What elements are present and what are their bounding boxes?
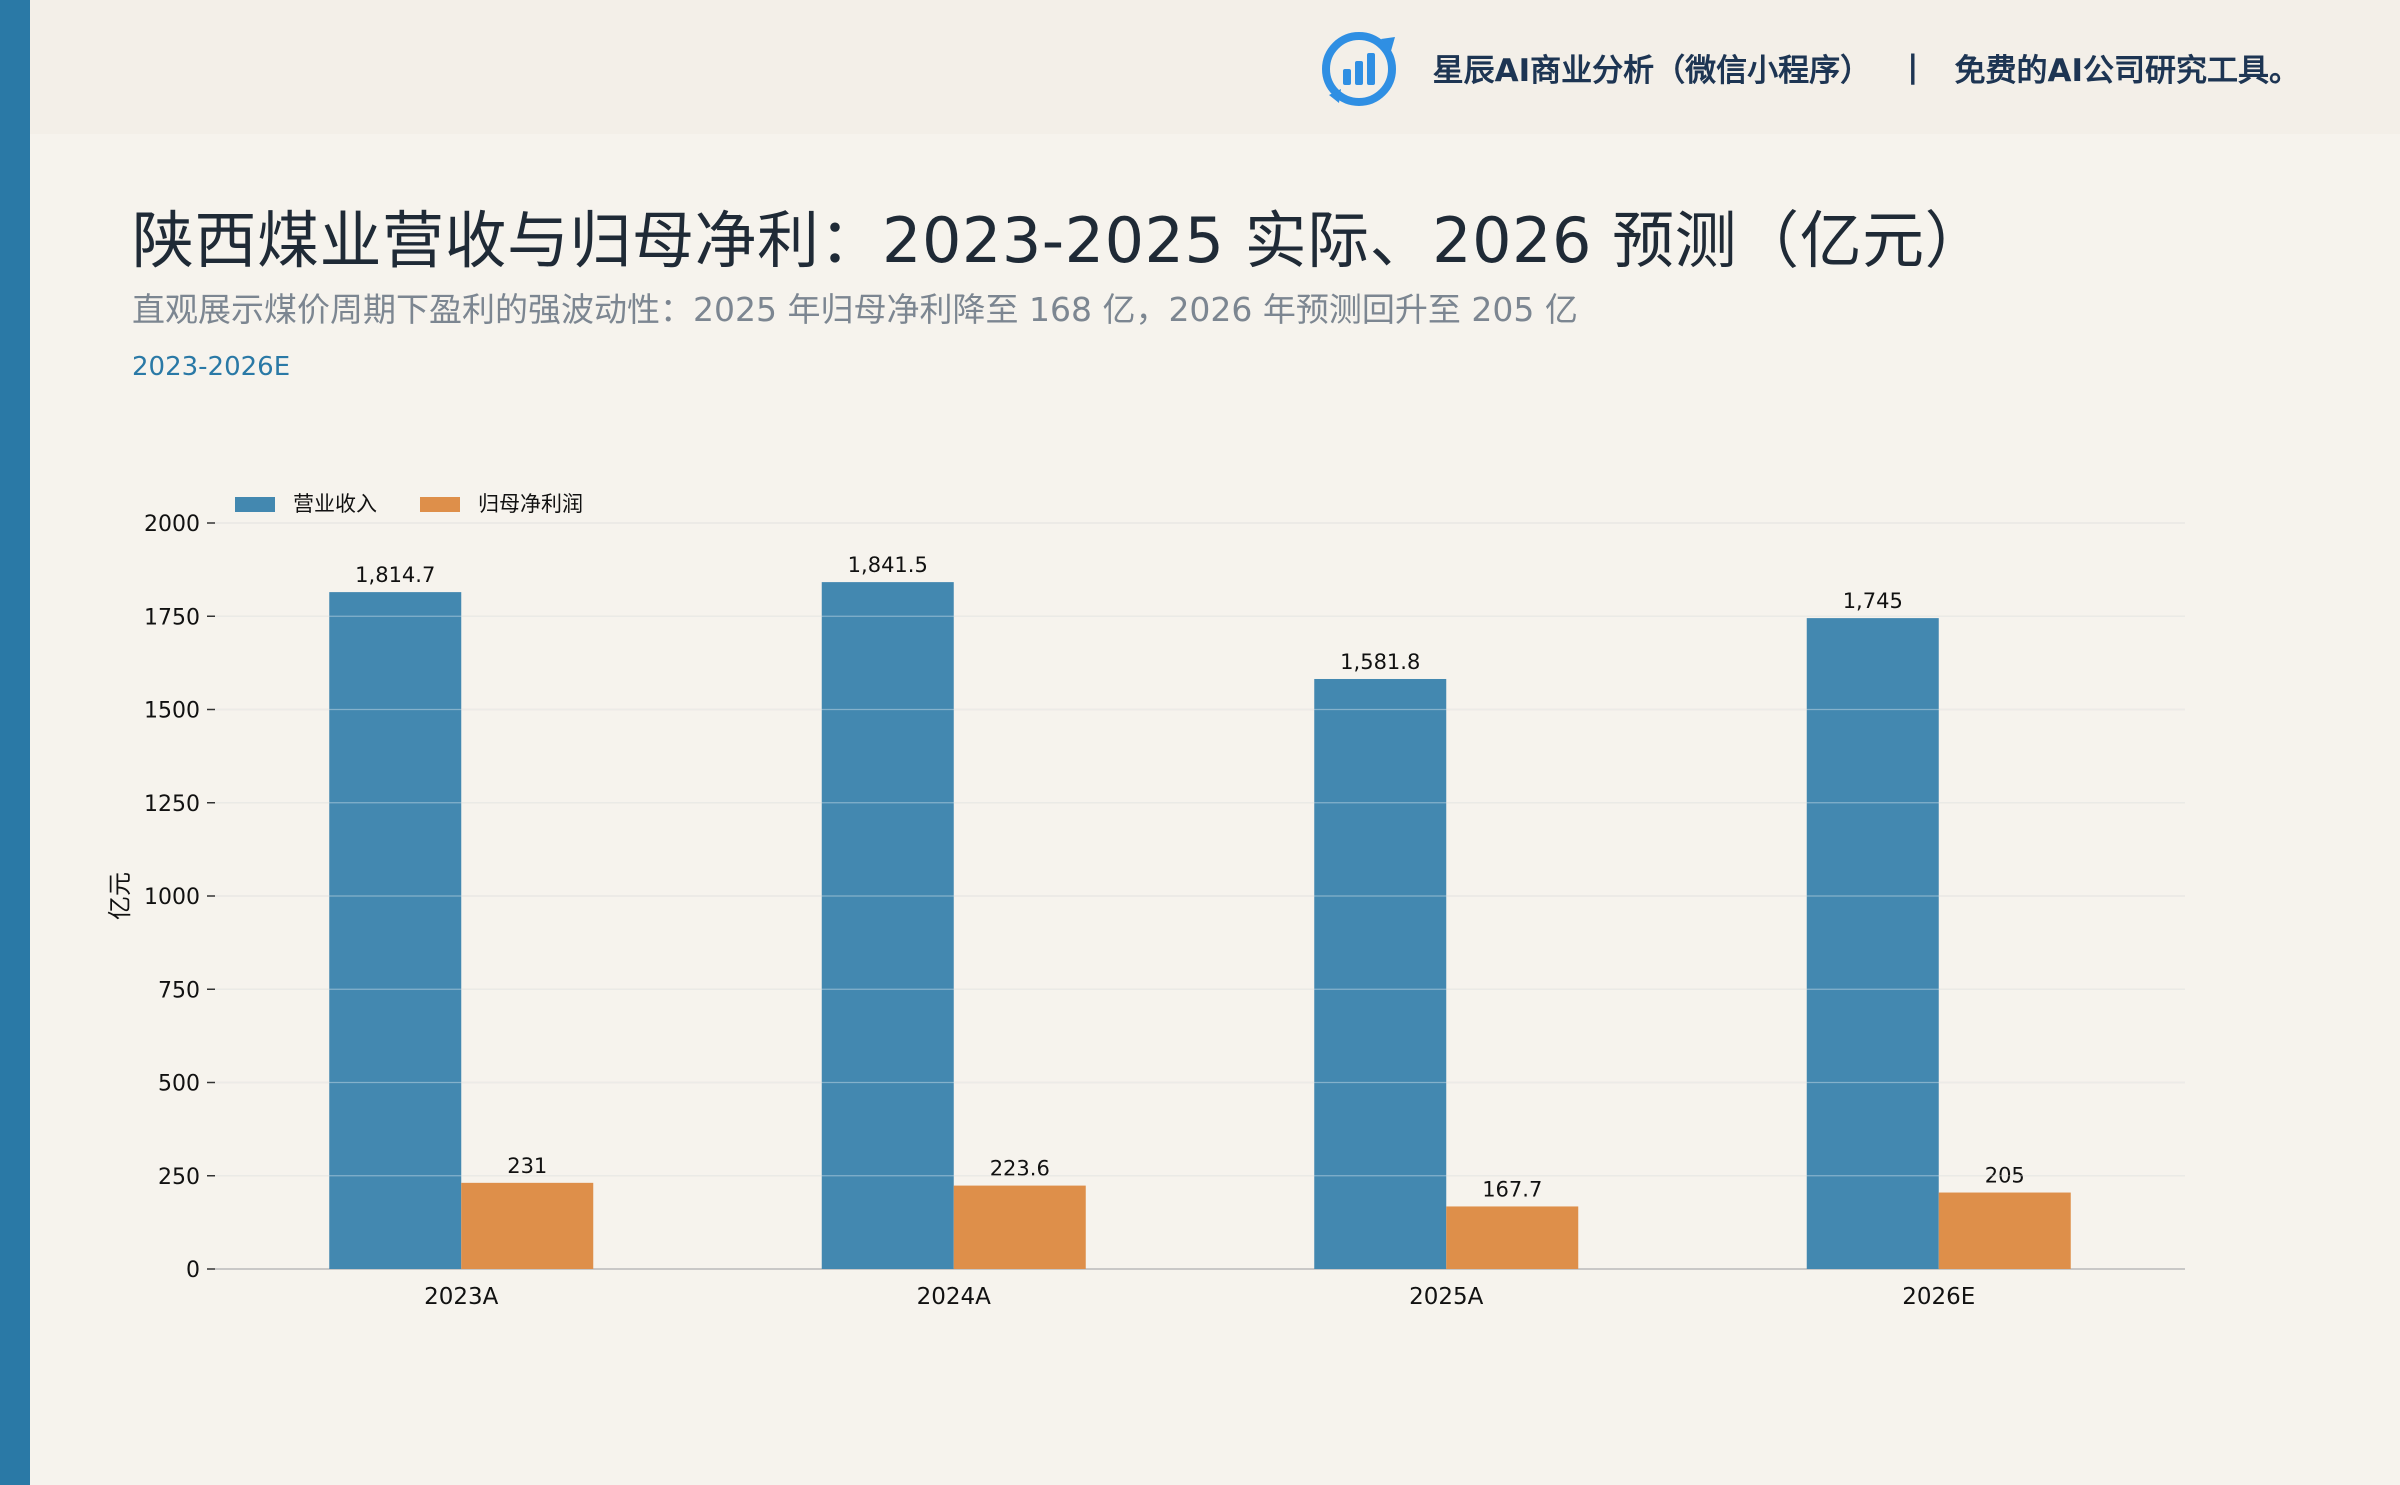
brand[interactable]: 星辰AI商业分析（微信小程序） | 免费的AI公司研究工具。 bbox=[1319, 22, 2300, 112]
net-profit-data-label: 223.6 bbox=[990, 1157, 1050, 1181]
bar-chart-circle-icon bbox=[1321, 32, 1396, 106]
y-tick-label: 250 bbox=[158, 1165, 200, 1190]
x-tick-label: 2026E bbox=[1902, 1284, 1975, 1310]
page-subtitle: 直观展示煤价周期下盈利的强波动性：2025 年归母净利降至 168 亿，2026… bbox=[132, 290, 1578, 329]
y-tick-label: 1500 bbox=[144, 699, 200, 724]
revenue-data-label: 1,745 bbox=[1843, 589, 1903, 613]
y-tick-label: 2000 bbox=[144, 512, 200, 537]
x-tick-label: 2024A bbox=[917, 1284, 992, 1310]
net-profit-bar bbox=[953, 1185, 1086, 1269]
net-profit-bar bbox=[1446, 1206, 1579, 1269]
legend-swatch-net-profit bbox=[420, 497, 460, 512]
net-profit-data-label: 205 bbox=[1985, 1164, 2025, 1188]
y-tick-label: 500 bbox=[158, 1072, 200, 1097]
y-tick-label: 1000 bbox=[144, 885, 200, 910]
revenue-data-label: 1,814.7 bbox=[355, 563, 435, 587]
net-profit-bar bbox=[1938, 1192, 2071, 1269]
y-tick-label: 1750 bbox=[144, 605, 200, 630]
x-tick-label: 2025A bbox=[1409, 1284, 1484, 1310]
revenue-profit-bar-chart: 0 250 500 750 1000 1250 1500 1750 2000 亿元 1,814.7 2… bbox=[106, 492, 2185, 1310]
net-profit-bar bbox=[461, 1182, 594, 1269]
x-tick-label: 2023A bbox=[424, 1284, 499, 1310]
top-banner: 星辰AI商业分析（微信小程序） | 免费的AI公司研究工具。 bbox=[30, 0, 2400, 134]
accent-stripe bbox=[0, 0, 30, 1485]
revenue-bar bbox=[329, 592, 462, 1269]
period-tag: 2023-2026E bbox=[132, 352, 291, 382]
net-profit-data-label: 167.7 bbox=[1482, 1177, 1542, 1201]
legend-label-revenue: 营业收入 bbox=[293, 492, 377, 516]
y-tick-label: 750 bbox=[158, 978, 200, 1003]
brand-name: 星辰AI商业分析（微信小程序） bbox=[1432, 52, 1872, 89]
brand-separator: | bbox=[1907, 49, 1919, 85]
revenue-data-label: 1,841.5 bbox=[848, 553, 928, 577]
page-title: 陕西煤业营收与归母净利：2023-2025 实际、2026 预测（亿元） bbox=[132, 204, 1988, 277]
y-tick-label: 1250 bbox=[144, 792, 200, 817]
net-profit-data-label: 231 bbox=[507, 1154, 547, 1178]
y-tick-label: 0 bbox=[186, 1258, 200, 1283]
revenue-bar bbox=[1806, 618, 1939, 1269]
legend-label-net-profit: 归母净利润 bbox=[478, 492, 583, 516]
revenue-bar bbox=[1314, 678, 1447, 1269]
y-axis-title: 亿元 bbox=[106, 872, 134, 920]
revenue-bar bbox=[821, 582, 954, 1269]
legend-swatch-revenue bbox=[235, 497, 275, 512]
brand-tagline: 免费的AI公司研究工具。 bbox=[1954, 52, 2300, 89]
revenue-data-label: 1,581.8 bbox=[1340, 650, 1420, 674]
